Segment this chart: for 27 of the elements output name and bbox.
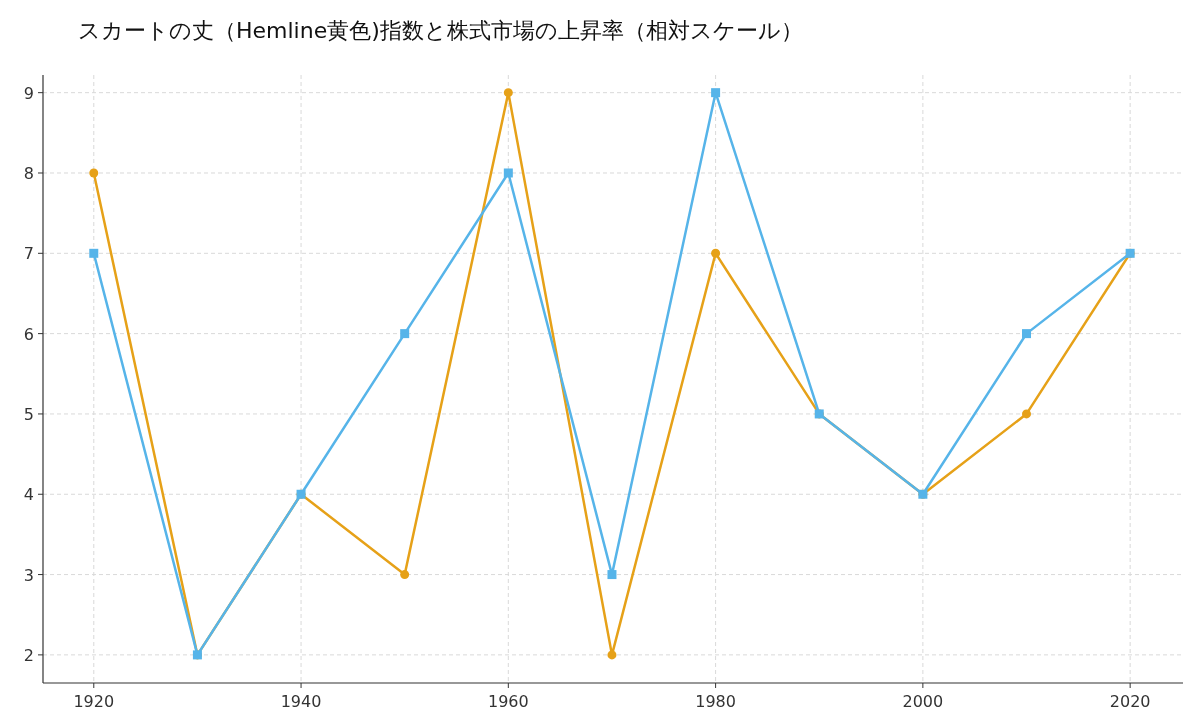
point bbox=[607, 570, 617, 580]
point bbox=[503, 168, 513, 178]
y-tick-label: 2 bbox=[23, 645, 34, 665]
point bbox=[400, 329, 410, 339]
y-tick-label: 5 bbox=[23, 404, 34, 424]
point bbox=[1022, 409, 1032, 419]
point bbox=[400, 570, 410, 580]
x-tick-label: 1940 bbox=[280, 692, 322, 711]
point bbox=[1022, 329, 1032, 339]
x-tick-label: 1960 bbox=[487, 692, 529, 711]
y-tick-label: 8 bbox=[23, 163, 34, 183]
point bbox=[711, 248, 721, 258]
x-tick-label: 2020 bbox=[1109, 692, 1151, 711]
y-tick-label: 7 bbox=[23, 244, 34, 264]
x-tick-label: 1980 bbox=[695, 692, 736, 711]
point bbox=[607, 650, 617, 660]
y-tick-label: 4 bbox=[23, 485, 34, 505]
point bbox=[711, 88, 721, 98]
point bbox=[89, 248, 99, 258]
y-tick-label: 6 bbox=[23, 324, 34, 344]
chart-title: スカートの丈（Hemline黄色)指数と株式市場の上昇率（相対スケール） bbox=[78, 18, 803, 43]
x-tick-label: 1920 bbox=[73, 692, 115, 711]
point bbox=[89, 168, 99, 178]
y-tick-label: 3 bbox=[23, 565, 34, 585]
point bbox=[503, 88, 513, 98]
x-tick-label: 2000 bbox=[902, 692, 944, 711]
y-tick-label: 9 bbox=[23, 83, 34, 103]
